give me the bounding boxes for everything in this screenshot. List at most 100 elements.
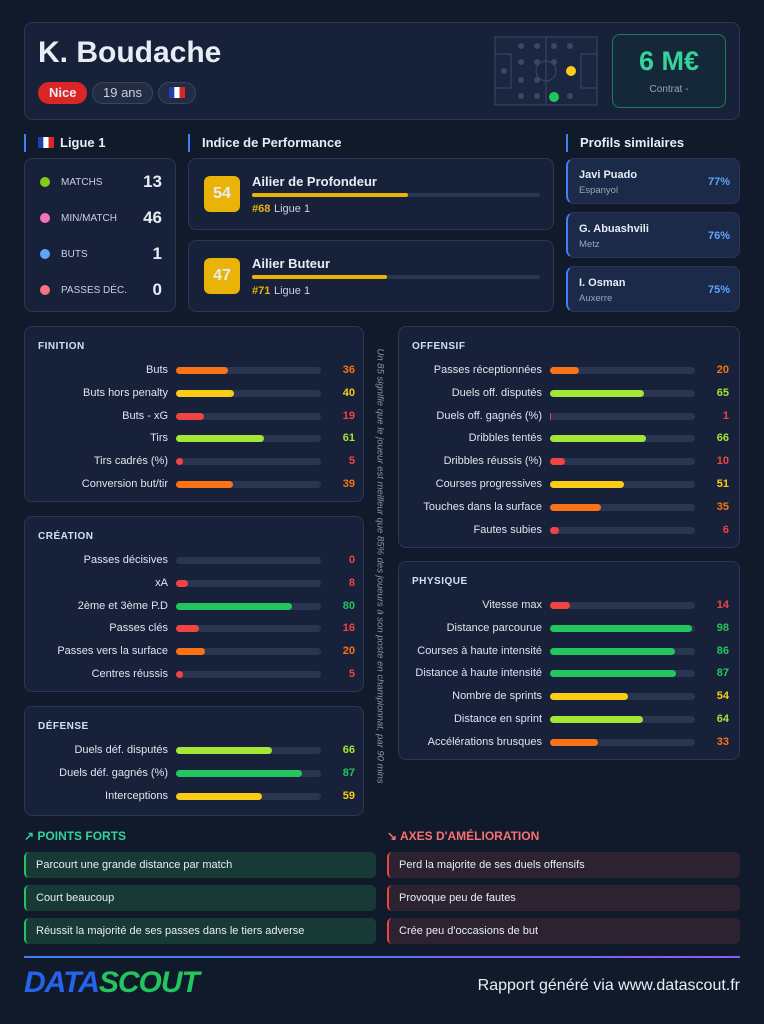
- logo-b: SCOUT: [98, 966, 200, 999]
- metric-track: [550, 435, 695, 443]
- metric-track: [176, 435, 321, 443]
- metric-track: [550, 716, 695, 723]
- metric-track: [550, 624, 695, 632]
- metric-label: Dribbles tentés: [468, 432, 542, 445]
- section-title: PHYSIQUE: [412, 576, 468, 587]
- metric-label: Vitesse max: [482, 599, 542, 611]
- stat-value: 0: [152, 280, 162, 299]
- footer-text: Rapport généré via www.datascout.fr: [477, 977, 740, 994]
- metric-track: [176, 747, 321, 754]
- metric-bar: [550, 647, 675, 655]
- similar-card: [566, 266, 740, 312]
- metric-bar: [176, 792, 262, 800]
- metric-label: Fautes subies: [473, 523, 542, 536]
- metric-label: Passes clés: [109, 622, 168, 635]
- metric-label: Courses à haute intensité: [417, 644, 542, 657]
- metric-bar: [550, 389, 645, 397]
- metric-bar: [550, 458, 565, 466]
- metric-label: Accélérations brusques: [427, 735, 542, 748]
- metric-value: 20: [716, 364, 729, 376]
- perf-role: Ailier Buteur: [252, 256, 331, 271]
- metric-track: [176, 648, 321, 656]
- stat-value: 46: [143, 208, 162, 227]
- metric-label: Dribbles réussis (%): [443, 455, 542, 468]
- weaknesses-item: Provoque peu de fautes: [387, 885, 740, 911]
- perf-bar: [252, 275, 388, 279]
- stat-value: 1: [152, 244, 162, 263]
- metric-label: Courses progressives: [435, 478, 542, 490]
- metric-bar: [550, 412, 552, 420]
- metric-label: Tirs cadrés (%): [93, 455, 168, 468]
- logo: DATASCOUT: [24, 966, 200, 1000]
- metric-track: [550, 670, 695, 678]
- metric-value: 87: [716, 667, 729, 680]
- metric-track: [550, 503, 695, 511]
- metric-value: 59: [342, 789, 355, 802]
- stat-icon: [40, 249, 50, 259]
- metric-label: Nombre de sprints: [452, 690, 542, 703]
- perf-score: 54: [204, 176, 240, 212]
- perf-role: Ailier de Profondeur: [252, 174, 377, 189]
- metric-bar: [550, 526, 559, 534]
- metric-track: [550, 602, 695, 609]
- player-name: K. Boudache: [38, 36, 222, 69]
- similar-name: G. Abuashvili: [579, 223, 649, 235]
- club-pill: Nice: [38, 82, 88, 104]
- metric-value: 1: [722, 409, 729, 422]
- metric-track: [550, 412, 695, 420]
- metric-bar: [176, 769, 303, 777]
- metric-bar: [176, 389, 234, 397]
- metric-track: [176, 671, 321, 678]
- strengths-title: ↗ POINTS FORTS: [24, 829, 127, 843]
- perf-score: 47: [204, 258, 240, 294]
- weaknesses-title: ↘ AXES D'AMÉLIORATION: [387, 829, 540, 843]
- metric-bar: [550, 738, 598, 746]
- perf-header: Indice de Performance: [188, 134, 341, 152]
- pitch: [494, 36, 598, 106]
- metric-track: [176, 625, 321, 633]
- metric-bar: [176, 367, 229, 374]
- metric-bar: [550, 693, 629, 701]
- strengths-title-text: POINTS FORTS: [37, 829, 127, 843]
- metric-bar: [550, 602, 571, 609]
- metric-label: Duels déf. disputés: [74, 744, 168, 756]
- metric-bar: [176, 435, 265, 443]
- metric-track: [550, 526, 695, 534]
- metric-value: 54: [716, 690, 729, 703]
- metric-value: 65: [716, 386, 729, 399]
- metric-label: Tirs: [150, 432, 168, 445]
- similar-club: Auxerre: [579, 293, 613, 304]
- metric-bar: [176, 579, 188, 587]
- perf-rank: #68: [252, 203, 271, 215]
- metric-value: 80: [342, 599, 355, 612]
- metric-label: Buts hors penalty: [83, 386, 168, 399]
- similar-name: Javi Puado: [579, 169, 638, 181]
- league-name: Ligue 1: [60, 135, 106, 150]
- metric-value: 5: [348, 455, 355, 468]
- metric-bar: [550, 670, 677, 678]
- age-pill: 19 ans: [92, 82, 154, 104]
- logo-a: DATA: [24, 966, 100, 999]
- metric-value: 10: [716, 455, 729, 468]
- metric-value: 98: [716, 621, 729, 634]
- metric-track: [176, 769, 321, 777]
- strengths-item: Court beaucoup: [24, 885, 376, 911]
- metric-label: Passes vers la surface: [57, 645, 168, 658]
- metric-track: [176, 389, 321, 397]
- similar-name: I. Osman: [579, 277, 626, 289]
- metric-bar: [176, 602, 292, 610]
- metric-track: [176, 579, 321, 587]
- metric-label: Buts: [145, 364, 168, 376]
- metric-track: [176, 481, 321, 488]
- metric-track: [550, 647, 695, 655]
- metric-value: 66: [716, 432, 729, 445]
- metric-value: 61: [342, 432, 355, 445]
- stat-label: MIN/MATCH: [61, 213, 117, 224]
- metric-bar: [176, 481, 233, 488]
- section-title: CRÉATION: [38, 531, 94, 542]
- metric-value: 14: [716, 599, 729, 611]
- similar-match: 75%: [707, 284, 730, 296]
- metric-value: 16: [342, 622, 355, 635]
- similar-club: Metz: [579, 239, 600, 250]
